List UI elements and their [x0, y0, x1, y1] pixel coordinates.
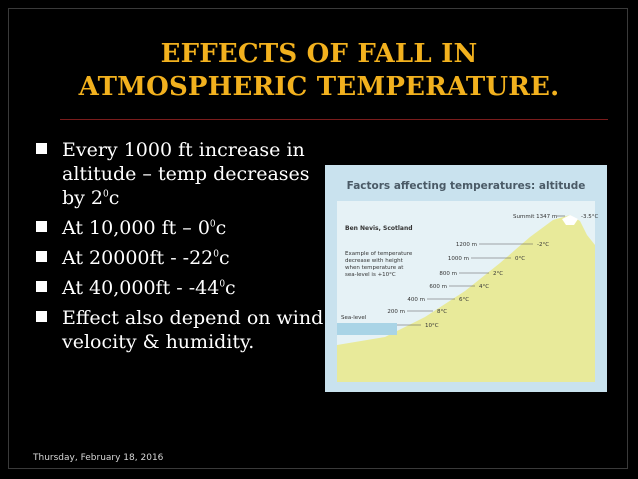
square-bullet-icon: [36, 221, 47, 232]
altitude-level-600: 600 m 4°C: [429, 284, 489, 290]
bullet-item: At 10,000 ft – 00c: [30, 216, 330, 240]
square-bullet-icon: [36, 311, 47, 322]
degree-superscript: 0: [103, 189, 109, 200]
altitude-figure: Factors affecting temperatures: altitude…: [325, 165, 607, 392]
degree-superscript: 0: [219, 279, 226, 290]
altitude-level-400: 400 m 6°C: [407, 297, 469, 303]
temp-label: 8°C: [437, 309, 447, 315]
example-note: Example of temperature decrease with hei…: [345, 251, 414, 278]
slide-frame: [8, 8, 628, 469]
sea-level-label: Sea-level: [341, 315, 367, 321]
bullet-text: At 20000ft - -22: [62, 247, 214, 269]
bullet-item: Every 1000 ft increase in altitude – tem…: [30, 138, 330, 210]
bullet-text: Effect also depend on wind velocity & hu…: [62, 307, 324, 353]
slide-date: Thursday, February 18, 2016: [33, 453, 164, 463]
figure-title: Factors affecting temperatures: altitude: [347, 180, 586, 192]
altitude-label: 400 m: [407, 297, 425, 303]
mountain-shape: [337, 215, 595, 382]
temp-label: 0°C: [515, 256, 525, 262]
note-line: sea-level is +10°C: [345, 272, 396, 278]
bullet-list: Every 1000 ft increase in altitude – tem…: [30, 138, 330, 360]
title-line-1: EFFECTS OF FALL IN: [160, 39, 478, 69]
bullet-item: Effect also depend on wind velocity & hu…: [30, 306, 330, 354]
bullet-item: At 20000ft - -220c: [30, 246, 330, 270]
temp-label: 6°C: [459, 297, 469, 303]
altitude-level-sea: 10°C: [397, 323, 439, 329]
altitude-label: 200 m: [387, 309, 405, 315]
altitude-level-200: 200 m 8°C: [387, 309, 447, 315]
bullet-text: Every 1000 ft increase in altitude – tem…: [62, 139, 310, 209]
altitude-label: 800 m: [439, 271, 457, 277]
temp-label: 10°C: [425, 323, 439, 329]
title-divider: [60, 119, 608, 120]
sea-strip: [337, 323, 397, 335]
location-label: Ben Nevis, Scotland: [345, 225, 413, 232]
bullet-unit: c: [219, 247, 230, 269]
square-bullet-icon: [36, 143, 47, 154]
bullet-item: At 40,000ft - -440c: [30, 276, 330, 300]
slide-title: EFFECTS OF FALL IN ATMOSPHERIC TEMPERATU…: [20, 38, 618, 104]
temp-label: 4°C: [479, 284, 489, 290]
altitude-label: 1000 m: [448, 256, 469, 262]
bullet-text: At 40,000ft - -44: [62, 277, 220, 299]
summit-temp: -3.5°C: [581, 214, 598, 220]
temp-label: -2°C: [537, 242, 549, 248]
altitude-label: 600 m: [429, 284, 447, 290]
summit-snow: [562, 215, 578, 225]
note-line: decrease with height: [345, 258, 404, 264]
bullet-unit: c: [225, 277, 236, 299]
note-line: Example of temperature: [345, 251, 413, 257]
altitude-label: 1200 m: [456, 242, 477, 248]
title-line-2: ATMOSPHERIC TEMPERATURE.: [78, 72, 560, 102]
bullet-unit: c: [108, 187, 120, 209]
altitude-level-1200: 1200 m -2°C: [456, 242, 549, 248]
bullet-text: At 10,000 ft – 0: [62, 217, 210, 239]
note-line: when temperature at: [345, 265, 404, 271]
altitude-level-800: 800 m 2°C: [439, 271, 503, 277]
altitude-diagram: Factors affecting temperatures: altitude…: [325, 165, 607, 392]
altitude-level-1000: 1000 m 0°C: [448, 256, 525, 262]
degree-superscript: 0: [209, 219, 216, 230]
square-bullet-icon: [36, 281, 47, 292]
temp-label: 2°C: [493, 271, 503, 277]
bullet-unit: c: [215, 217, 227, 239]
summit-label: Summit 1347 m: [513, 214, 557, 220]
degree-superscript: 0: [213, 249, 220, 260]
square-bullet-icon: [36, 251, 47, 262]
